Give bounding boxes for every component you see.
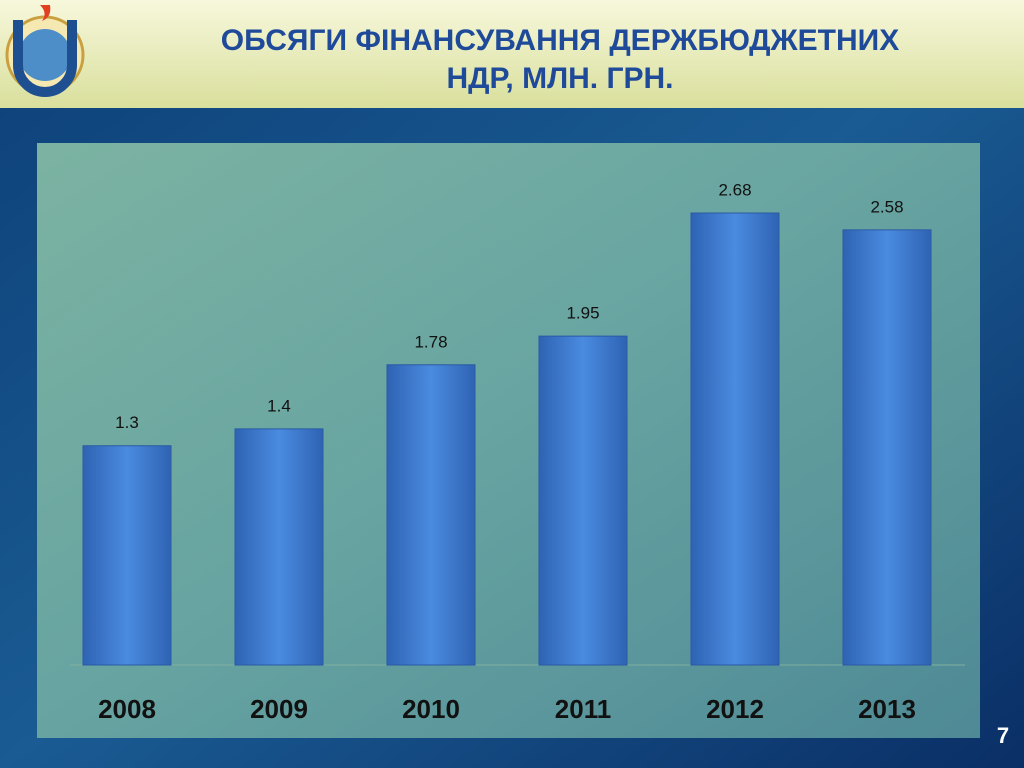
x-tick-label: 2010 bbox=[402, 694, 460, 724]
logo bbox=[5, 5, 85, 97]
data-label: 1.95 bbox=[566, 304, 599, 323]
bar bbox=[690, 212, 780, 666]
x-tick-label: 2009 bbox=[250, 694, 308, 724]
bar bbox=[842, 229, 932, 666]
bar bbox=[82, 445, 172, 666]
title-line: ОБСЯГИ ФІНАНСУВАННЯ ДЕРЖБЮДЖЕТНИХ bbox=[221, 24, 900, 57]
x-tick-label: 2011 bbox=[555, 694, 611, 724]
bar bbox=[538, 335, 628, 666]
bar bbox=[386, 364, 476, 666]
title-line: НДР, МЛН. ГРН. bbox=[447, 62, 674, 95]
data-label: 2.68 bbox=[718, 180, 751, 199]
bar bbox=[234, 428, 324, 666]
data-label: 2.58 bbox=[870, 197, 903, 216]
data-label: 1.78 bbox=[414, 332, 447, 351]
data-label: 1.3 bbox=[115, 413, 139, 432]
x-tick-label: 2008 bbox=[98, 694, 156, 724]
x-tick-label: 2013 bbox=[858, 694, 916, 724]
data-label: 1.4 bbox=[267, 396, 291, 415]
chart-panel bbox=[37, 143, 980, 738]
x-tick-label: 2012 bbox=[706, 694, 764, 724]
page-number: 7 bbox=[997, 723, 1009, 748]
header-band bbox=[0, 0, 1024, 108]
